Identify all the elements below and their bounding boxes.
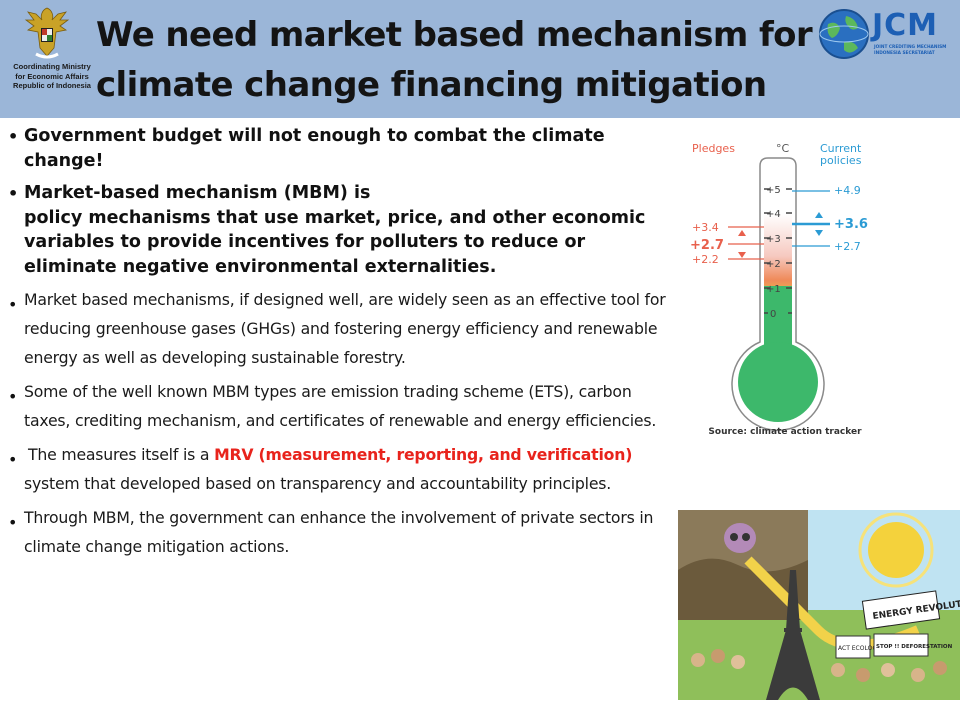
mrv-highlight: MRV (measurement, reporting, and verific… bbox=[214, 445, 633, 464]
pledges-label: Pledges bbox=[692, 142, 735, 155]
current-label: policies bbox=[820, 154, 862, 167]
bullet-item: • The measures itself is a MRV (measurem… bbox=[8, 440, 674, 498]
bullet-dot: • bbox=[8, 127, 19, 146]
sun-icon bbox=[858, 512, 934, 588]
bullet-dot: • bbox=[8, 450, 18, 469]
bullet-dot: • bbox=[8, 295, 18, 314]
pledge-value: +2.2 bbox=[692, 253, 719, 266]
title-banner: Coordinating Ministry for Economic Affai… bbox=[0, 0, 960, 118]
crowd-icon bbox=[691, 649, 947, 682]
jcm-subtitle-line: JOINT CREDITING MECHANISM bbox=[874, 45, 947, 50]
globe-icon bbox=[819, 9, 869, 59]
scale-tick: +1 bbox=[766, 284, 781, 295]
scale-tick: +4 bbox=[766, 209, 781, 220]
pledge-value: +2.7 bbox=[690, 238, 724, 253]
scale-tick: +3 bbox=[766, 234, 781, 245]
bullet-text: system that developed based on transpare… bbox=[24, 474, 612, 493]
ministry-caption-line: Republic of Indonesia bbox=[13, 81, 91, 90]
skull-icon bbox=[724, 523, 756, 553]
pledge-value: +3.4 bbox=[692, 221, 719, 234]
bullet-item: • Government budget will not enough to c… bbox=[8, 124, 674, 173]
bullet-text: Through MBM, the government can enhance … bbox=[24, 508, 654, 556]
bullet-dot: • bbox=[8, 513, 18, 532]
jcm-subtitle: JOINT CREDITING MECHANISM INDONESIA SECR… bbox=[874, 45, 958, 56]
cartoon-sign: ACT ECOLOGY bbox=[838, 645, 881, 652]
current-label: Current bbox=[820, 142, 862, 155]
jcm-logo: JCM JOINT CREDITING MECHANISM INDONESIA … bbox=[818, 0, 960, 68]
slide-title-line: We need market based mechanism for bbox=[96, 15, 813, 55]
bullet-dot: • bbox=[8, 184, 19, 203]
scale-tick: +2 bbox=[766, 259, 781, 270]
bullet-text: Government budget will not enough to com… bbox=[24, 126, 605, 171]
bullet-text: Market-based mechanism (MBM) is bbox=[24, 183, 371, 203]
ministry-caption-line: Coordinating Ministry bbox=[13, 62, 91, 71]
slide-title-line: climate change financing mitigation bbox=[96, 65, 767, 105]
current-value: +4.9 bbox=[834, 184, 861, 197]
bullet-item: • Market-based mechanism (MBM) is policy… bbox=[8, 181, 674, 279]
bullet-text: policy mechanisms that use market, price… bbox=[24, 207, 646, 277]
bullet-text: The measures itself is a bbox=[28, 445, 215, 464]
bullet-text: Some of the well known MBM types are emi… bbox=[24, 382, 657, 430]
jcm-wordmark: JCM bbox=[872, 8, 939, 43]
bullet-item: • Market based mechanisms, if designed w… bbox=[8, 285, 674, 372]
garuda-emblem-icon bbox=[24, 7, 70, 59]
ministry-caption: Coordinating Ministry for Economic Affai… bbox=[6, 62, 98, 91]
thermometer-graphic: Pledges °C Current policies +5 +4 +3 +2 … bbox=[684, 136, 874, 436]
scale-tick: 0 bbox=[770, 309, 776, 320]
cartoon-sign: STOP !! DEFORESTATION bbox=[876, 644, 953, 650]
current-value: +3.6 bbox=[834, 217, 868, 232]
scale-tick: +5 bbox=[766, 185, 781, 196]
energy-revolution-cartoon: ENERGY REVOLUTION ACT ECOLOGY STOP !! DE… bbox=[678, 510, 960, 700]
bullet-list: • Government budget will not enough to c… bbox=[8, 124, 674, 561]
ministry-caption-line: for Economic Affairs bbox=[15, 71, 89, 81]
ministry-logo: Coordinating Ministry for Economic Affai… bbox=[6, 4, 91, 114]
eiffel-tower-icon bbox=[766, 570, 820, 700]
image-source-caption: Source: climate action tracker bbox=[708, 427, 862, 437]
jcm-subtitle-line: INDONESIA SECRETARIAT bbox=[874, 50, 935, 56]
slide-title: We need market based mechanism for clima… bbox=[96, 10, 813, 110]
bullet-text: Market based mechanisms, if designed wel… bbox=[24, 290, 666, 367]
current-value: +2.7 bbox=[834, 240, 861, 253]
unit-label: °C bbox=[776, 142, 790, 155]
bullet-item: • Some of the well known MBM types are e… bbox=[8, 377, 674, 435]
bullet-item: • Through MBM, the government can enhanc… bbox=[8, 503, 674, 561]
bullet-dot: • bbox=[8, 387, 18, 406]
